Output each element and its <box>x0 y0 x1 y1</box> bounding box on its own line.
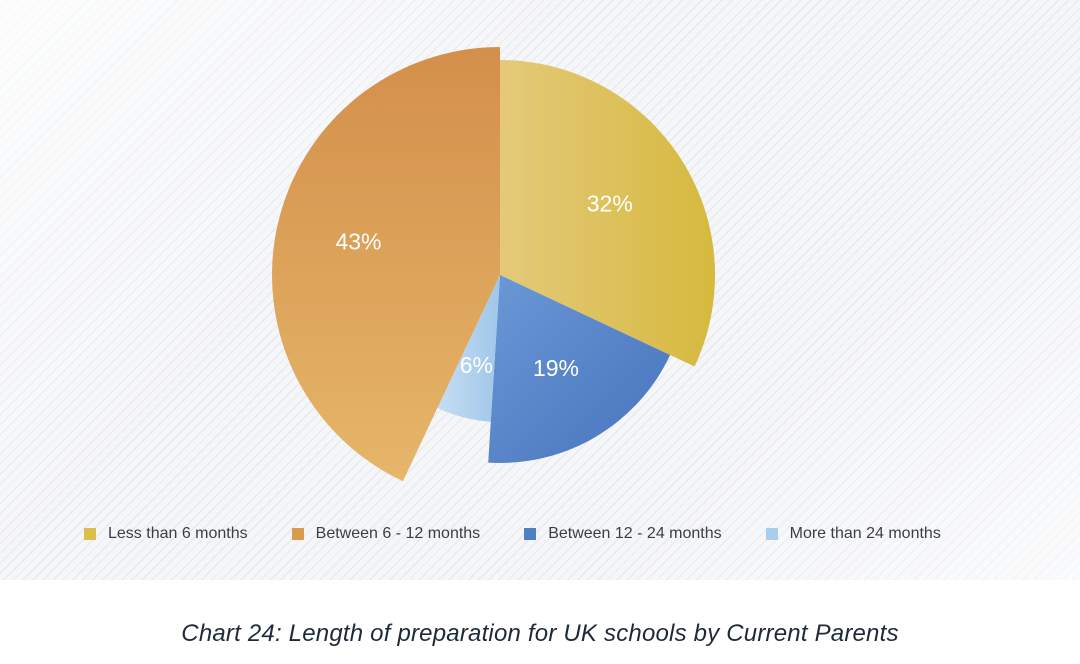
legend-item-between-6-12-months: Between 6 - 12 months <box>291 525 481 543</box>
pie-slice-less-than-6-months <box>500 60 716 367</box>
chart-legend: Less than 6 months Between 6 - 12 months… <box>84 522 941 546</box>
legend-label: Between 12 - 24 months <box>548 525 722 542</box>
slice-label-more-than-24-months: 6% <box>460 352 493 378</box>
slice-label-between-6-12-months: 43% <box>335 228 381 254</box>
chart-caption: Chart 24: Length of preparation for UK s… <box>181 620 899 647</box>
pie-slice-more-than-24-months <box>437 275 500 422</box>
legend-swatch <box>84 528 96 540</box>
legend-swatch <box>765 528 778 540</box>
pie-chart: 32% 43% 19% 6% <box>271 47 716 482</box>
legend-item-more-than-24-months: More than 24 months <box>765 525 941 543</box>
legend-label: Less than 6 months <box>108 525 248 542</box>
pie-slice-between-6-12-months <box>271 47 500 482</box>
pie-slice-between-12-24-months <box>488 275 671 464</box>
legend-label: More than 24 months <box>789 525 941 542</box>
legend-swatch <box>291 528 304 540</box>
legend-item-between-12-24-months: Between 12 - 24 months <box>524 525 722 543</box>
legend-label: Between 6 - 12 months <box>315 525 481 542</box>
legend-swatch <box>524 528 537 540</box>
slice-label-less-than-6-months: 32% <box>587 190 633 216</box>
slice-label-between-12-24-months: 19% <box>533 355 579 381</box>
legend-item-less-than-6-months: Less than 6 months <box>84 525 248 543</box>
